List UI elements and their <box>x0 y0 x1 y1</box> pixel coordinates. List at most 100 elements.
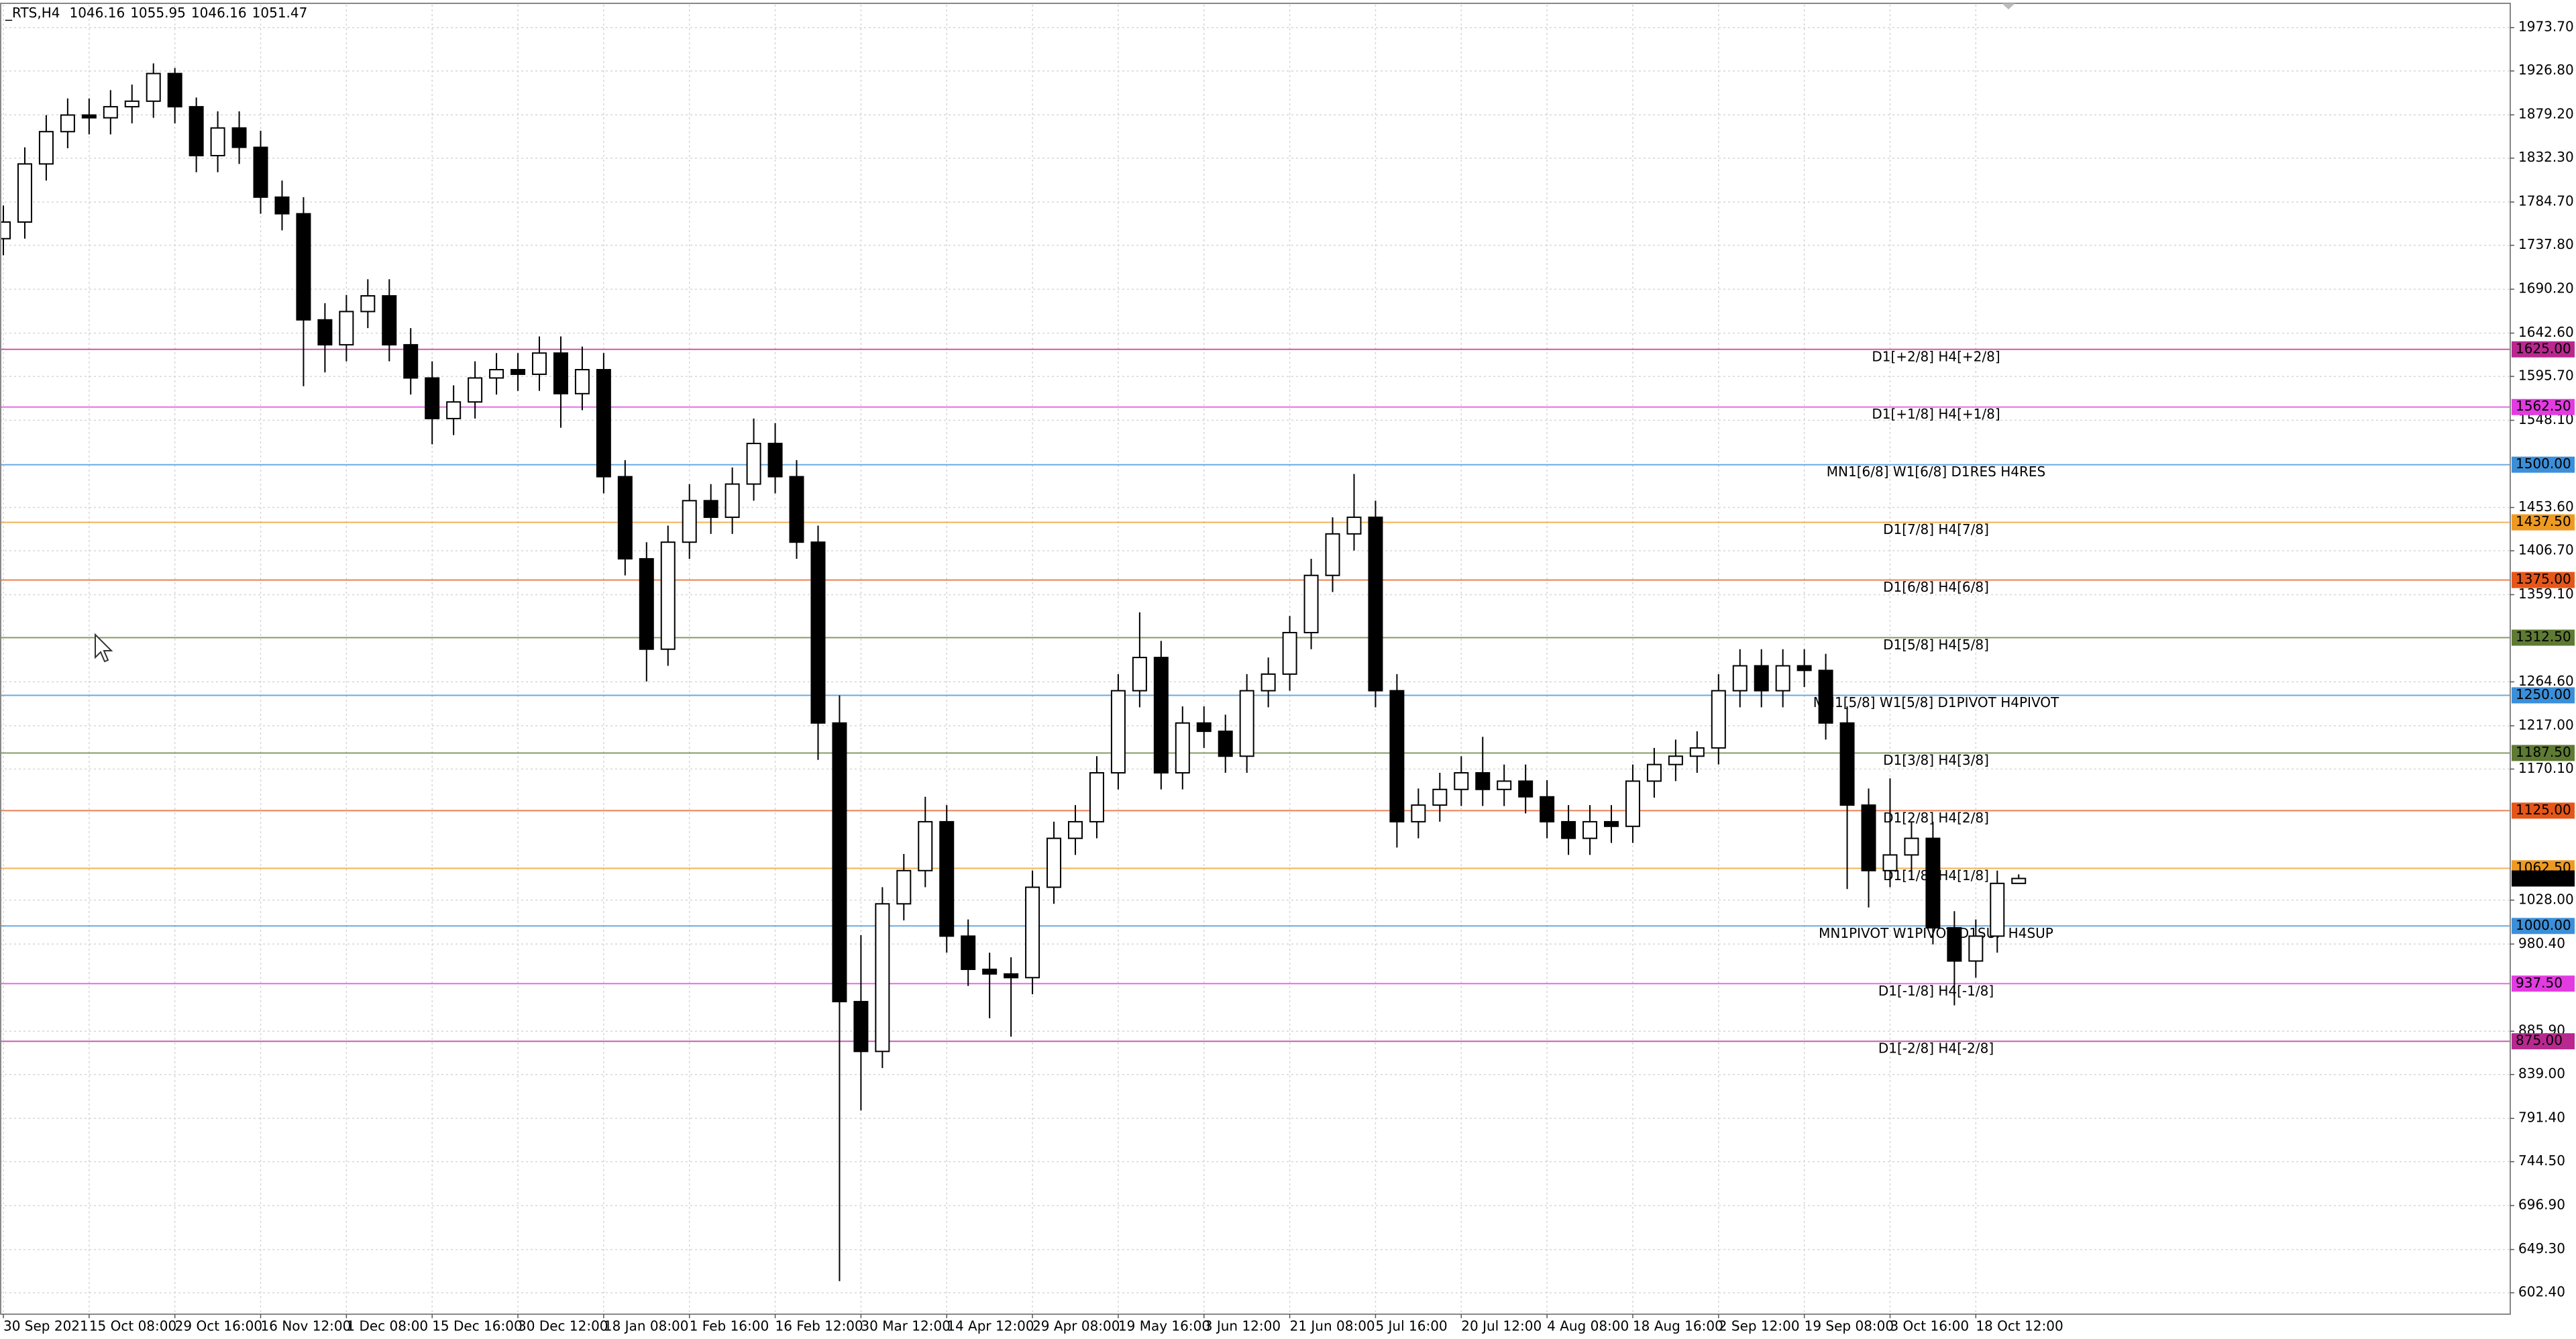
candle-body <box>1861 804 1876 871</box>
candle-body <box>574 369 590 394</box>
candle-body <box>875 903 890 1053</box>
candle-body <box>81 114 97 119</box>
y-tick-label: 1217.00 <box>2518 716 2574 733</box>
candle-body <box>639 557 654 650</box>
open-value: 1046.16 <box>69 5 125 21</box>
y-tick-label: 744.50 <box>2518 1153 2565 1169</box>
level-price-label: 1000.00 <box>2516 917 2571 933</box>
level-price-label: 1250.00 <box>2516 686 2571 702</box>
candle-body <box>1175 722 1190 774</box>
candle-body <box>1732 665 1748 692</box>
candle-body <box>1432 788 1448 806</box>
candle-body <box>0 221 11 239</box>
y-tick-label: 696.90 <box>2518 1197 2565 1213</box>
level-price-label: 937.50 <box>2516 975 2563 991</box>
high-value: 1055.95 <box>130 5 186 21</box>
y-tick-label: 1737.80 <box>2518 236 2574 252</box>
candle-body <box>1711 690 1726 749</box>
axes: 1973.70 1926.80 1879.20 1832.30 1784.70 1737.… <box>0 3 2575 1334</box>
level-label: D1[5/8] H4[5/8] <box>1883 637 1989 653</box>
candle-body <box>339 311 354 345</box>
x-tick-label: 29 Apr 08:00 <box>1032 1318 1120 1334</box>
x-tick-label: 14 Apr 12:00 <box>947 1318 1034 1334</box>
candle-body <box>853 1001 869 1053</box>
candle-body <box>1925 837 1941 929</box>
y-tick-label: 1264.60 <box>2518 673 2574 689</box>
candle-body <box>810 541 826 724</box>
candle-body <box>1325 533 1340 576</box>
candle-body <box>789 476 804 543</box>
y-tick-label: 602.40 <box>2518 1284 2565 1300</box>
level-label: MN1[5/8] W1[5/8] D1PIVOT H4PIVOT <box>1813 694 2059 710</box>
candle-body <box>489 369 504 379</box>
x-tick-label: 3 Jun 12:00 <box>1204 1318 1281 1334</box>
y-tick-label: 839.00 <box>2518 1065 2565 1081</box>
candle-body <box>1540 796 1555 822</box>
candle-body <box>1346 517 1362 535</box>
candle-body <box>360 295 376 313</box>
candle-body <box>1497 780 1512 790</box>
level-label: D1[+2/8] H4[+2/8] <box>1872 348 2000 364</box>
mouse-cursor <box>95 633 113 663</box>
x-tick-label: 2 Sep 12:00 <box>1719 1318 1800 1334</box>
level-price-label: 1312.50 <box>2516 629 2571 645</box>
candle-body <box>1089 772 1104 822</box>
level-price-label: 1437.50 <box>2516 513 2571 529</box>
candle-body <box>746 443 761 485</box>
y-tick-label: 649.30 <box>2518 1240 2565 1256</box>
candle-body <box>724 483 740 519</box>
x-tick-label: 20 Jul 12:00 <box>1461 1318 1542 1334</box>
candle-body <box>1368 517 1383 692</box>
candle-body <box>596 369 611 478</box>
level-label: D1[-2/8] H4[-2/8] <box>1878 1040 1994 1057</box>
candle-body <box>1475 772 1491 790</box>
candle-body <box>1389 690 1405 822</box>
candle-body <box>124 100 140 108</box>
level-price-label: 1125.00 <box>2516 802 2571 818</box>
x-tick-label: 3 Oct 16:00 <box>1890 1318 1969 1334</box>
candle-body <box>617 476 633 559</box>
candle-body <box>103 106 118 119</box>
level-label: D1[6/8] H4[6/8] <box>1883 579 1989 595</box>
candle-body <box>1818 670 1833 724</box>
x-tick-label: 18 Oct 12:00 <box>1976 1318 2063 1334</box>
candle-body <box>1153 657 1169 774</box>
candle-body <box>1882 854 1898 871</box>
candle-body <box>468 377 483 403</box>
y-tick-label: 1973.70 <box>2518 19 2574 35</box>
candle-body <box>1625 780 1640 827</box>
candle-body <box>1582 820 1598 839</box>
candle-body <box>1839 722 1855 806</box>
y-tick-label: 791.40 <box>2518 1110 2565 1126</box>
x-tick-label: 1 Dec 08:00 <box>346 1318 428 1334</box>
level-price-box <box>2512 687 2575 704</box>
candle-body <box>939 820 955 937</box>
level-label: D1[2/8] H4[2/8] <box>1883 810 1989 826</box>
candle-body <box>1968 935 1984 962</box>
candle-body <box>1303 574 1319 633</box>
levels: D1[+2/8] H4[+2/8] D1[+1/8] H4[+1/8] MN1[6/… <box>0 348 2510 1057</box>
candle-body <box>189 106 204 156</box>
level-price-label: 1562.50 <box>2516 398 2571 414</box>
x-tick-label: 21 Jun 08:00 <box>1290 1318 1375 1334</box>
candle-body <box>1796 665 1812 672</box>
candle-body <box>532 352 547 375</box>
candle-body <box>1025 886 1040 979</box>
shift-marker <box>2002 3 2015 9</box>
x-tick-label: 18 Aug 16:00 <box>1633 1318 1723 1334</box>
candle-body <box>961 935 976 970</box>
level-price-label: 875.00 <box>2516 1032 2563 1049</box>
candle-body <box>1218 731 1233 757</box>
x-tick-label: 4 Aug 08:00 <box>1547 1318 1629 1334</box>
level-price-box <box>2512 1033 2575 1050</box>
x-tick-label: 16 Nov 12:00 <box>261 1318 352 1334</box>
y-tick-label: 1690.20 <box>2518 280 2574 297</box>
candle-body <box>703 500 718 519</box>
candle-body <box>553 352 568 394</box>
symbol: _RTS,H4 <box>5 5 60 21</box>
candle-body <box>1411 804 1426 822</box>
candle-body <box>1754 665 1769 692</box>
level-price-label: 1625.00 <box>2516 340 2571 356</box>
candle-body <box>660 541 676 650</box>
